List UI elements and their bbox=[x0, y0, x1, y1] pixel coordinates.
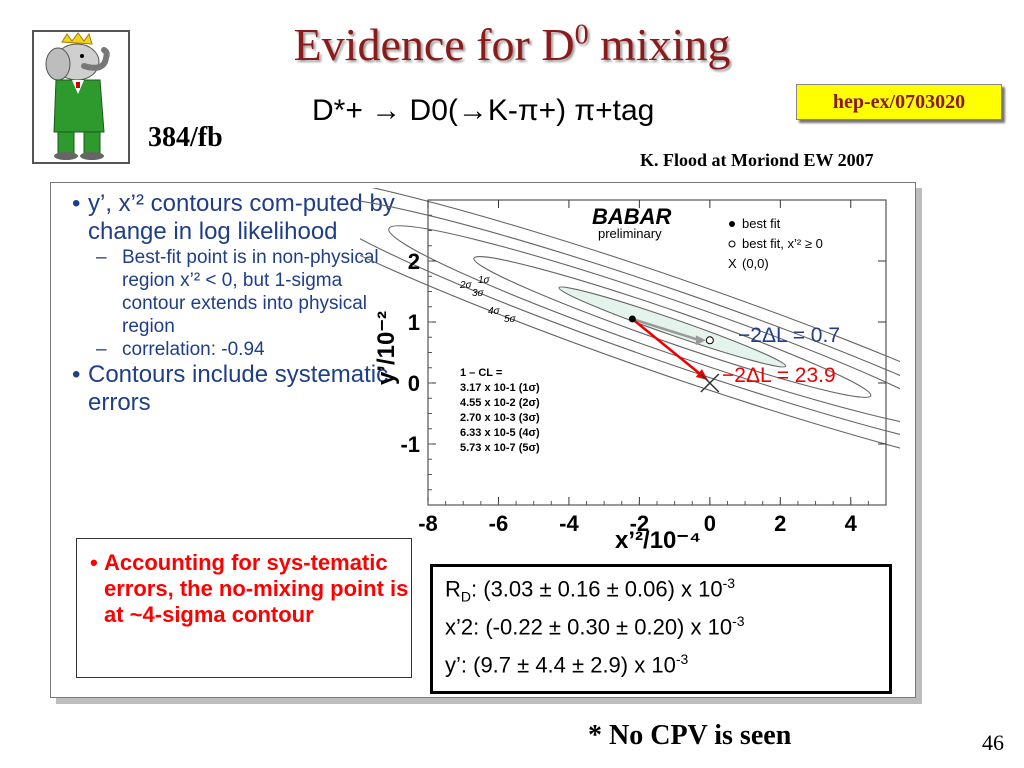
legend-marker-best-fit bbox=[729, 221, 735, 227]
cl-table-row: 2.70 x 10-3 (3σ) bbox=[460, 412, 540, 424]
contour-line bbox=[473, 256, 872, 398]
x-tick-label: 2 bbox=[774, 511, 786, 536]
legend-label: best fit bbox=[742, 216, 781, 231]
x-tick-label: -6 bbox=[489, 511, 509, 536]
contour-line bbox=[558, 286, 787, 368]
bullet-list: • y’, x’² contours com-puted by change in… bbox=[60, 190, 400, 417]
sub-bullet-item: – Best-fit point is in non-physical regio… bbox=[96, 247, 379, 337]
y-tick-label: -1 bbox=[400, 432, 420, 457]
x-axis-label: x’²/10⁻⁴ bbox=[615, 527, 701, 554]
bullet-item: • y’, x’² contours com-puted by change in… bbox=[72, 190, 395, 245]
sub-bullet-item: – correlation: -0.94 bbox=[96, 339, 265, 360]
rd-result: RD: (3.03 ± 0.16 ± 0.06) x 10-3 bbox=[445, 575, 736, 605]
y-axis-label: y’/10⁻² bbox=[373, 311, 400, 385]
contour-label: 1σ bbox=[478, 275, 491, 286]
highlight-bullet: • Accounting for sys-tematic errors, the … bbox=[90, 550, 409, 627]
red-arrow-annotation: −2ΔL = 23.9 bbox=[722, 364, 836, 387]
y-tick-label: 2 bbox=[408, 249, 420, 274]
best-fit-physical-point bbox=[705, 336, 714, 345]
page-title: Evidence for D0 mixing bbox=[293, 19, 731, 70]
page-number: 46 bbox=[982, 730, 1004, 755]
contour-label: 3σ bbox=[472, 288, 485, 299]
cl-table-header: 1 – CL = bbox=[460, 367, 502, 379]
x-tick-label: -8 bbox=[418, 511, 438, 536]
x-tick-label: 0 bbox=[704, 511, 716, 536]
contour-label: 5σ bbox=[504, 314, 517, 325]
contour-line bbox=[388, 225, 900, 429]
gray-arrow-annotation: −2ΔL = 0.7 bbox=[738, 324, 840, 347]
results-box: RD: (3.03 ± 0.16 ± 0.06) x 10-3 x’2: (-0… bbox=[430, 564, 892, 694]
bullet-item: • Contours include systematic errors bbox=[72, 361, 389, 416]
legend-label: best fit, x’² ≥ 0 bbox=[742, 236, 823, 251]
best-fit-point bbox=[628, 315, 636, 323]
cl-table-row: 3.17 x 10-1 (1σ) bbox=[460, 382, 540, 394]
x-tick-label: 4 bbox=[845, 511, 858, 536]
contour-label: 2σ bbox=[459, 280, 473, 291]
contour-label: 4σ bbox=[488, 306, 501, 317]
y-result: y’: (9.7 ± 4.4 ± 2.9) x 10-3 bbox=[445, 651, 689, 678]
legend-label: (0,0) bbox=[742, 256, 769, 271]
highlight-box bbox=[76, 538, 412, 678]
gray-arrow-head bbox=[695, 335, 706, 346]
gray-arrow bbox=[631, 317, 701, 342]
y-tick-label: 1 bbox=[408, 310, 420, 335]
chart-title: BABAR bbox=[592, 204, 672, 229]
chart-subtitle: preliminary bbox=[598, 226, 662, 241]
cl-table-row: 5.73 x 10-7 (5σ) bbox=[460, 442, 540, 454]
red-arrow bbox=[631, 317, 705, 378]
babar-logo bbox=[32, 30, 130, 164]
contour-line bbox=[360, 188, 900, 485]
cl-table-row: 6.33 x 10-5 (4σ) bbox=[460, 427, 540, 439]
x-tick-label: -2 bbox=[630, 511, 650, 536]
no-mixing-point bbox=[700, 373, 720, 393]
legend-marker-x: X bbox=[728, 256, 737, 271]
decay-channel: D*+ → D0(→K-π+) π+tag bbox=[312, 94, 655, 127]
talk-reference: K. Flood at Moriond EW 2007 bbox=[640, 150, 874, 170]
y-tick-label: 0 bbox=[408, 371, 420, 396]
x-tick-label: -4 bbox=[559, 511, 579, 536]
x2-result: x’2: (-0.22 ± 0.30 ± 0.20) x 10-3 bbox=[445, 613, 745, 640]
contour-line bbox=[360, 197, 900, 457]
cl-table-row: 4.55 x 10-2 (2σ) bbox=[460, 397, 540, 409]
legend-marker-best-fit-physical bbox=[728, 240, 736, 248]
footer-note: * No CPV is seen bbox=[588, 720, 792, 751]
luminosity-label: 384/fb bbox=[148, 122, 223, 153]
arxiv-reference: hep-ex/0703020 bbox=[796, 84, 1002, 120]
